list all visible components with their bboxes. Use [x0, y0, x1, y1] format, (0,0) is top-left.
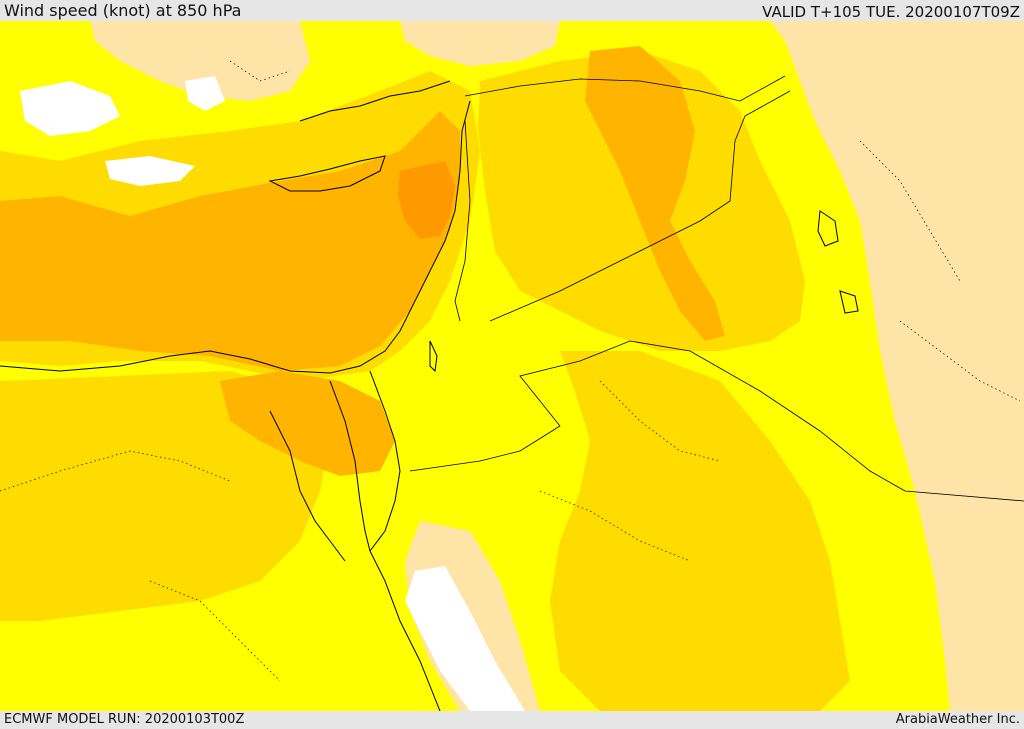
model-run: ECMWF MODEL RUN: 20200103T00Z: [4, 712, 245, 727]
valid-time: VALID T+105 TUE. 20200107T09Z: [762, 3, 1020, 21]
low-wind-east: [770, 21, 1024, 711]
low-wind-north: [90, 21, 310, 101]
header-bar: [0, 0, 1024, 22]
strong-wind-sinai: [220, 371, 395, 476]
map-title: Wind speed (knot) at 850 hPa: [4, 1, 242, 20]
calm-redsea: [405, 566, 525, 711]
calm-aegean-3: [185, 76, 225, 111]
very-strong-wind-core: [398, 161, 455, 239]
strong-wind-iraq: [585, 46, 725, 341]
calm-aegean: [20, 81, 120, 136]
wind-speed-map: [0, 21, 1024, 711]
country-borders: [409, 75, 1024, 502]
province-borders: [0, 60, 1021, 682]
low-wind-north-2: [400, 21, 560, 66]
footer-bar: [0, 711, 1024, 729]
coastlines: [0, 80, 859, 711]
strong-wind-med: [0, 111, 460, 371]
credit: ArabiaWeather Inc.: [895, 712, 1020, 727]
moderate-wind-egypt: [0, 371, 330, 621]
calm-aegean-2: [105, 156, 195, 186]
moderate-wind-saudi: [550, 351, 850, 711]
